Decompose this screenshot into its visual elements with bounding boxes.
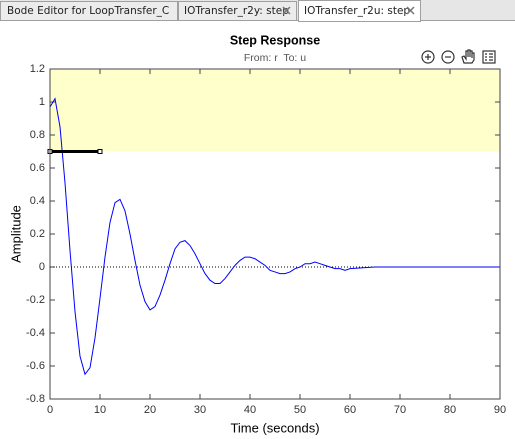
y-tick-label: -0.2 [26, 294, 45, 306]
x-tick-label: 50 [294, 404, 306, 416]
tab-close[interactable] [406, 6, 415, 15]
plot-frame [49, 68, 501, 400]
tab-label: Bode Editor for LoopTransfer_C [7, 5, 169, 17]
y-tick-label: 1.2 [30, 63, 45, 75]
x-tick-label: 70 [394, 404, 406, 416]
response-line [49, 97, 500, 376]
legend-icon[interactable] [482, 50, 496, 64]
y-tick-label: 0.4 [30, 195, 45, 207]
zoom-out-icon[interactable] [441, 50, 455, 64]
x-tick-label: 80 [444, 404, 456, 416]
x-tick-label: 40 [244, 404, 256, 416]
y-tick-label: 0.6 [30, 162, 45, 174]
x-tick-label: 90 [494, 404, 506, 416]
x-tick-label: 60 [344, 404, 356, 416]
tab-label: IOTransfer_r2y: step [184, 5, 289, 17]
constraint-handle [97, 149, 103, 154]
zoom-in-icon[interactable] [421, 50, 435, 64]
pan-icon[interactable] [461, 49, 475, 64]
x-tick-label: 10 [94, 404, 106, 416]
y-tick-label: 0 [39, 261, 45, 273]
tab[interactable]: IOTransfer_r2y: step [178, 1, 297, 21]
y-tick-label: 1 [39, 96, 45, 108]
chart-subtitle: From: r To: u [244, 52, 306, 64]
y-tick-label: -0.8 [26, 393, 45, 405]
y-tick-label: -0.4 [26, 327, 45, 339]
y-axis-label: Amplitude [8, 205, 23, 263]
chart-title: Step Response [230, 33, 320, 47]
x-tick-label: 0 [47, 404, 53, 416]
y-tick-label: 0.2 [30, 228, 45, 240]
y-tick-label: -0.6 [26, 360, 45, 372]
x-axis-label: Time (seconds) [230, 420, 319, 435]
x-tick-label: 20 [144, 404, 156, 416]
tab-close[interactable] [282, 6, 291, 15]
tab[interactable]: Bode Editor for LoopTransfer_C [0, 1, 178, 21]
tab-active[interactable]: IOTransfer_r2u: step [298, 0, 421, 22]
x-tick-label: 30 [194, 404, 206, 416]
shaded-region [50, 69, 500, 152]
y-tick-label: 0.8 [30, 129, 45, 141]
tab-label: IOTransfer_r2u: step [304, 5, 410, 17]
toolbar [421, 49, 496, 64]
